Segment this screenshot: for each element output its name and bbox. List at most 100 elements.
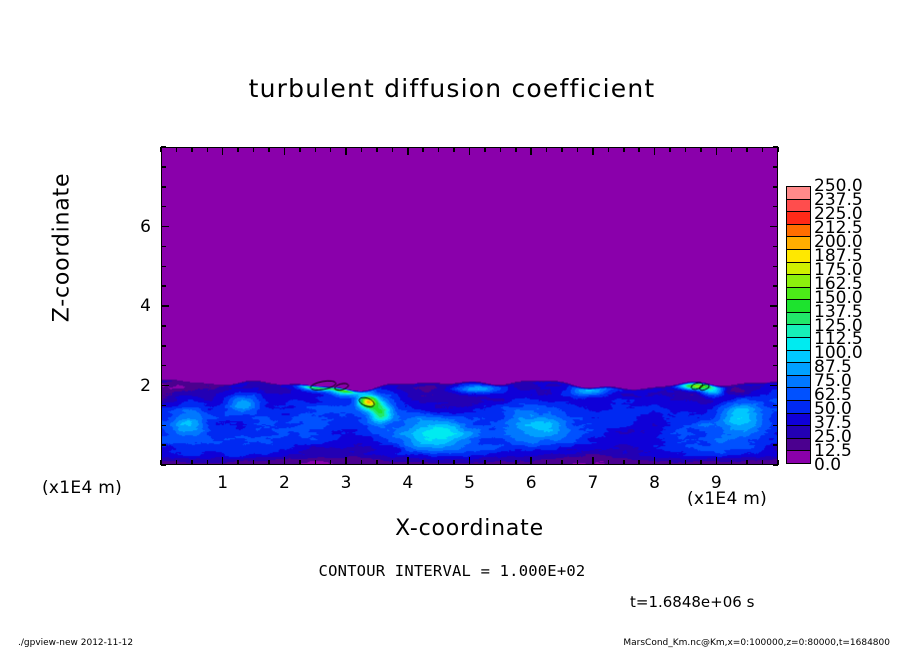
x-tick-bottom: [345, 457, 347, 465]
x-tick-top: [376, 147, 378, 152]
x-tick-top: [530, 147, 532, 155]
colorbar-tick-label: 87.5: [814, 357, 852, 378]
x-tick-top: [484, 147, 486, 152]
y-tick-left: [161, 146, 166, 148]
plot-area[interactable]: [161, 147, 778, 465]
x-tick-bottom: [746, 460, 748, 465]
colorbar-cell: [787, 350, 810, 364]
x-tick-bottom: [175, 460, 178, 465]
x-tick-top: [592, 147, 594, 155]
colorbar-tick-label: 100.0: [814, 343, 863, 364]
colorbar-cell: [787, 249, 810, 263]
y-tick-right: [773, 424, 778, 426]
colorbar-cell: [787, 199, 810, 213]
y-tick-right: [773, 186, 778, 188]
y-tick-left: [161, 444, 166, 446]
y-tick-right: [773, 444, 778, 446]
x-axis-label: X-coordinate: [395, 516, 544, 541]
x-tick-top: [437, 147, 440, 152]
x-tick-top: [345, 147, 347, 155]
x-tick-bottom: [653, 457, 656, 465]
x-tick-bottom: [484, 460, 486, 465]
x-tick-top: [515, 147, 517, 152]
x-tick-top: [329, 147, 332, 152]
colorbar-cell: [787, 212, 810, 225]
y-tick-left: [161, 345, 166, 347]
x-tick-top: [545, 147, 548, 152]
y-tick-left: [161, 265, 166, 267]
x-tick-label: 2: [278, 473, 290, 493]
y-tick-right: [773, 464, 778, 466]
y-tick-right: [773, 146, 778, 148]
x-tick-bottom: [206, 460, 209, 465]
y-tick-right: [773, 404, 778, 407]
x-tick-bottom: [700, 460, 702, 465]
x-tick-top: [715, 147, 718, 155]
colorbar-cell: [787, 224, 810, 238]
y-tick-right: [770, 225, 778, 228]
x-tick-bottom: [761, 460, 764, 465]
colorbar[interactable]: [786, 186, 811, 464]
x-tick-top: [268, 147, 270, 152]
colorbar-tick-label: 0.0: [814, 455, 842, 475]
colorbar-cell: [787, 363, 810, 376]
contour-interval-text: CONTOUR INTERVAL = 1.000E+02: [318, 562, 586, 580]
x-tick-bottom: [468, 457, 471, 465]
y-tick-label: 2: [140, 375, 151, 396]
x-tick-bottom: [360, 460, 363, 465]
x-tick-bottom: [561, 460, 563, 465]
x-tick-label: 7: [587, 473, 599, 493]
x-tick-bottom: [715, 457, 718, 465]
y-tick-label: 6: [140, 216, 151, 237]
colorbar-tick-labels: 0.0 12.5 25.0 37.5 50.0 62.5 75.0 87.5 100.0 112.…: [814, 176, 894, 475]
x-tick-bottom: [669, 460, 671, 465]
colorbar-cell: [787, 388, 810, 402]
colorbar-tick-label: 75.0: [814, 371, 852, 392]
y-tick-left: [161, 404, 166, 407]
y-tick-right: [770, 384, 778, 387]
colorbar-cell: [787, 300, 810, 313]
y-tick-left: [161, 166, 166, 168]
colorbar-cell: [787, 186, 810, 200]
x-tick-top: [468, 147, 471, 155]
x-tick-bottom: [376, 460, 378, 465]
x-tick-bottom: [530, 457, 532, 465]
x-tick-label: 5: [464, 473, 475, 493]
x-tick-top: [252, 147, 255, 152]
y-tick-left: [161, 305, 169, 307]
y-tick-left: [161, 364, 166, 367]
x-tick-label: 8: [649, 473, 661, 493]
x-tick-bottom: [623, 460, 625, 465]
x-tick-top: [221, 147, 224, 155]
colorbar-tick-label: 12.5: [814, 441, 852, 462]
x-tick-bottom: [160, 460, 162, 465]
x-unit-label-right: (x1E4 m): [687, 489, 768, 509]
x-unit-label-left: (x1E4 m): [42, 478, 123, 498]
x-tick-bottom: [268, 460, 270, 465]
x-tick-top: [407, 147, 409, 155]
x-tick-bottom: [391, 460, 394, 465]
x-tick-top: [422, 147, 424, 152]
colorbar-tick-label: 112.5: [814, 329, 863, 350]
x-tick-bottom: [515, 460, 517, 465]
y-tick-right: [773, 245, 778, 248]
x-tick-bottom: [684, 460, 687, 465]
y-tick-right: [773, 364, 778, 367]
x-tick-top: [299, 147, 301, 152]
footer-source: MarsCond_Km.nc@Km,x=0:100000,z=0:80000,t…: [623, 638, 890, 648]
x-tick-top: [623, 147, 625, 152]
x-tick-top: [191, 147, 193, 152]
colorbar-tick-label: 50.0: [814, 399, 852, 420]
x-tick-top: [653, 147, 656, 155]
x-tick-top: [283, 147, 286, 155]
y-tick-left: [161, 384, 169, 387]
colorbar-cell: [787, 275, 810, 288]
colorbar-cell: [787, 426, 810, 439]
x-tick-bottom: [607, 460, 610, 465]
x-tick-top: [561, 147, 563, 152]
x-tick-top: [175, 147, 178, 152]
colorbar-cell: [787, 325, 810, 339]
colorbar-tick-label: 237.5: [814, 189, 863, 210]
time-annotation: t=1.6848e+06 s: [630, 593, 755, 611]
